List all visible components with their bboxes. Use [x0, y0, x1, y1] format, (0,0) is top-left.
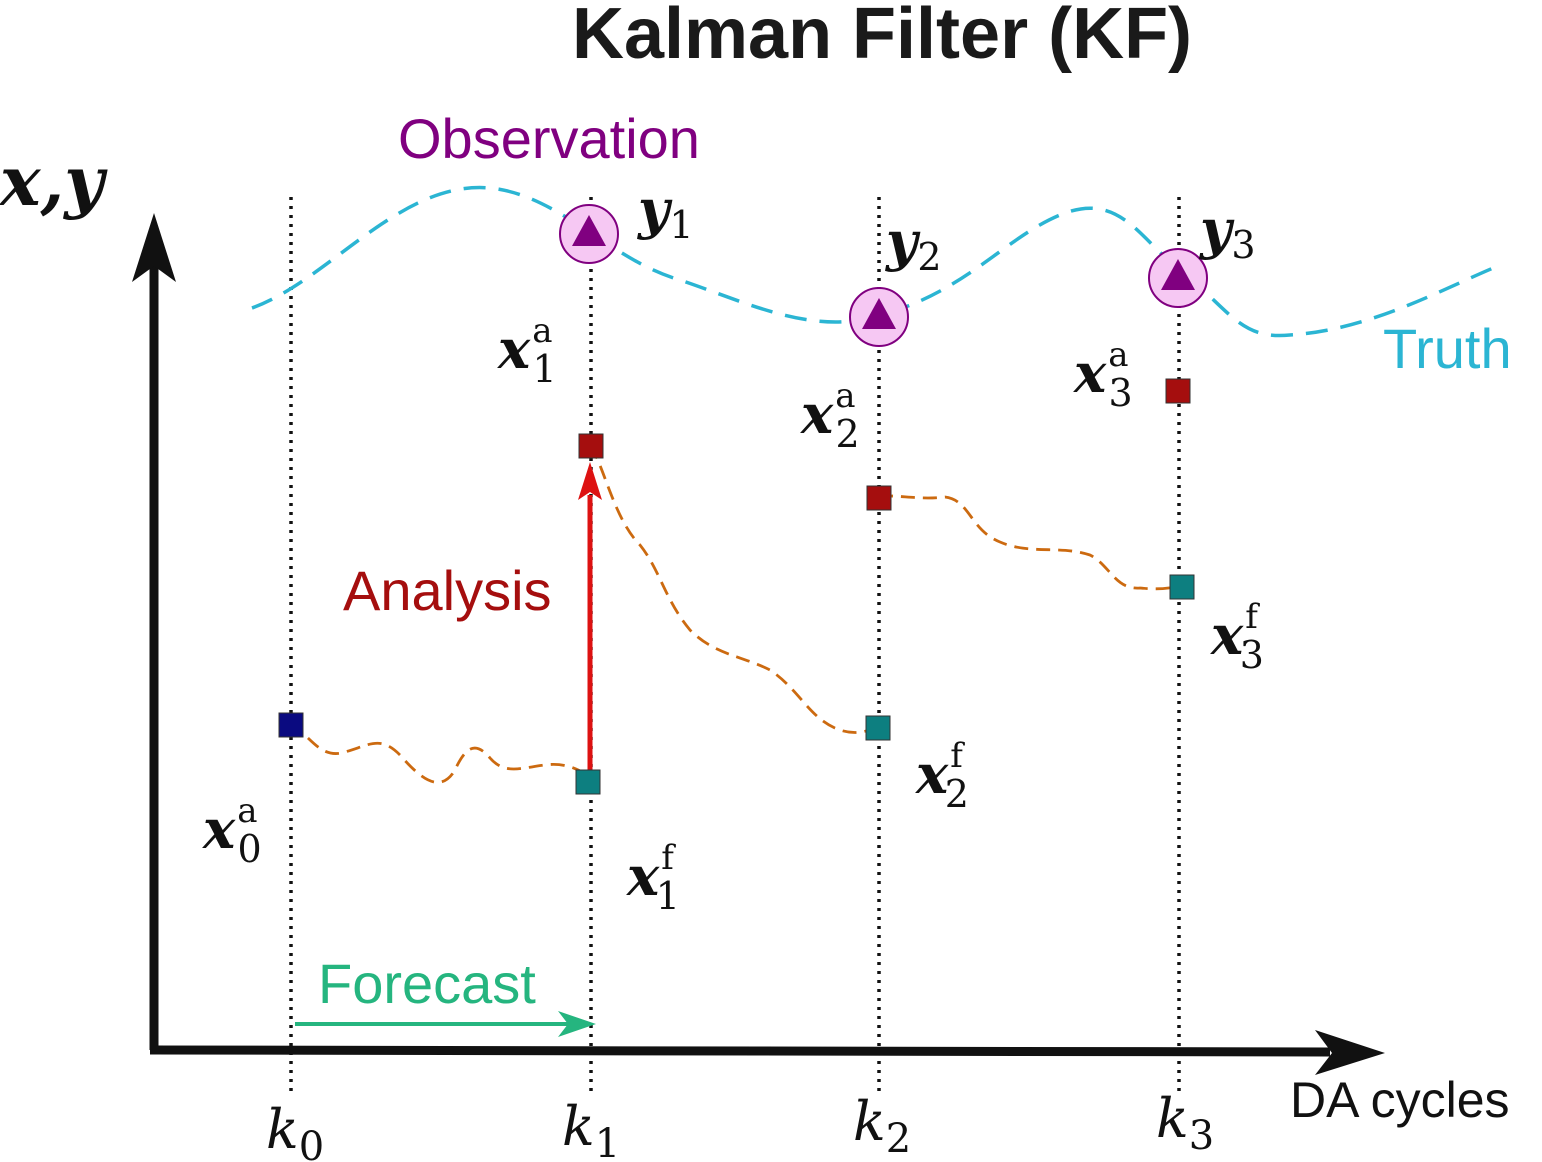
- axes: [132, 213, 1385, 1075]
- state-square-x3f: [1169, 574, 1195, 600]
- state-markers: [278, 378, 1195, 795]
- cycle-label-k3: k3: [1156, 1087, 1214, 1159]
- trajectory-k1-k2: [589, 445, 878, 734]
- y-axis-label: x,y: [0, 142, 108, 222]
- trajectory-k2-k3: [878, 494, 1181, 591]
- triangle-icon: [1161, 259, 1195, 290]
- forecast-trajectories: [290, 445, 1181, 784]
- analysis-arrowhead: [578, 462, 602, 500]
- observation-marker-y2: [849, 287, 909, 347]
- x-axis-line: [149, 1045, 1331, 1057]
- label-x2f: xf 2: [915, 736, 969, 816]
- cycle-label-k1: k1: [562, 1095, 620, 1162]
- triangle-icon: [572, 215, 606, 246]
- observation-label-y3: y3: [1199, 197, 1256, 267]
- state-square-x1f: [575, 769, 601, 795]
- label-x2a: xa 2: [800, 376, 860, 456]
- diagram-title: Kalman Filter (KF): [572, 0, 1192, 74]
- cycle-label-k0: k0: [266, 1098, 324, 1162]
- observation-label-y1: y1: [637, 177, 694, 247]
- observation-marker-y1: [559, 204, 619, 264]
- forecast-state-labels: xf 1 xf 2 xf 3: [626, 597, 1264, 918]
- state-square-x2f: [865, 715, 891, 741]
- cycle-lines: [289, 197, 1181, 1095]
- forecast-arrow: [295, 1011, 596, 1037]
- label-x3f: xf 3: [1210, 597, 1264, 677]
- analysis-label: Analysis: [343, 559, 552, 622]
- state-square-x0a: [278, 712, 304, 738]
- cycle-labels: k0 k1 k2 k3: [266, 1087, 1214, 1162]
- cycle-label-k2: k2: [853, 1090, 911, 1162]
- state-square-x2a: [866, 485, 892, 511]
- truth-label: Truth: [1383, 317, 1512, 380]
- label-x3a: xa 3: [1073, 335, 1133, 415]
- analysis-arrow: [578, 462, 602, 780]
- x-axis-arrowhead: [1315, 1030, 1385, 1075]
- label-x1f: xf 1: [626, 838, 680, 918]
- state-square-x3a: [1165, 378, 1191, 404]
- triangle-icon: [862, 298, 896, 329]
- label-x1a: xa 1: [497, 311, 557, 391]
- y-axis-arrowhead: [132, 213, 176, 282]
- observation-markers: [559, 204, 1208, 347]
- observation-label-y2: y2: [885, 209, 942, 279]
- observation-label: Observation: [398, 107, 700, 170]
- forecast-label: Forecast: [318, 952, 536, 1015]
- trajectory-k0-k1: [290, 722, 589, 784]
- x-axis-label: DA cycles: [1290, 1072, 1510, 1128]
- forecast-arrowhead: [558, 1011, 596, 1037]
- truth-curve: [251, 185, 1499, 338]
- analysis-state-labels: xa 0 xa 1 xa 2 xa 3: [202, 311, 1133, 871]
- state-square-x1a: [578, 433, 604, 459]
- observation-marker-y3: [1148, 248, 1208, 308]
- label-x0a: xa 0: [202, 791, 262, 871]
- observation-labels: y1 y2 y3: [637, 177, 1256, 279]
